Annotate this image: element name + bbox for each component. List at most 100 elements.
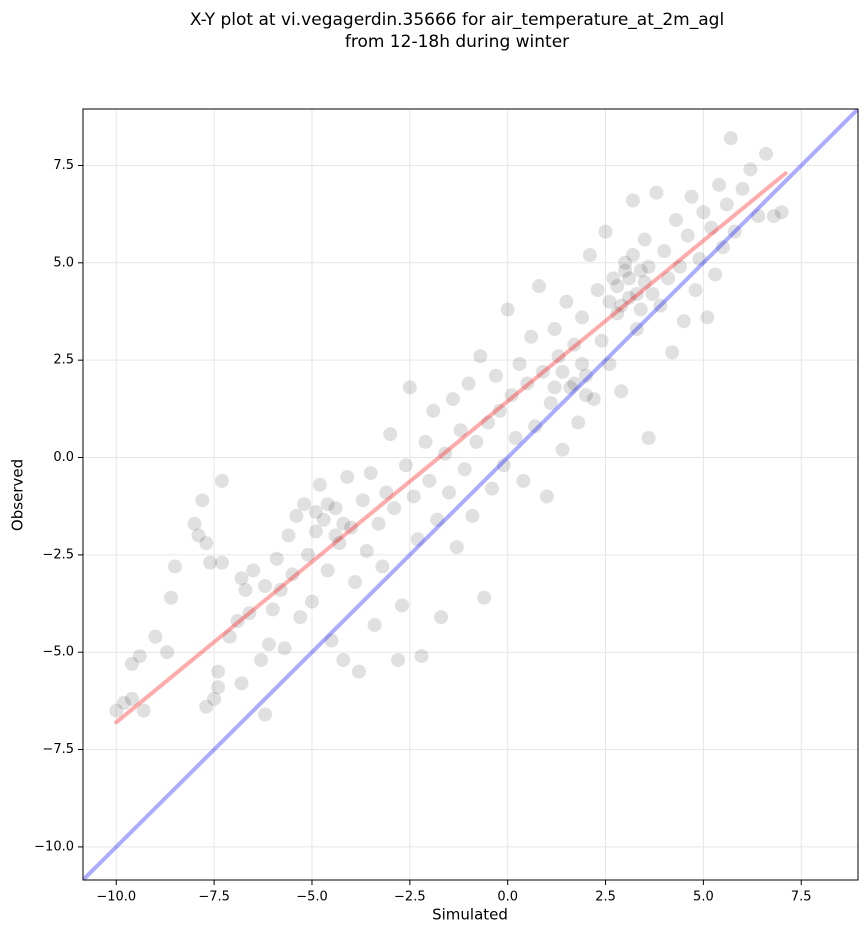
fit-line — [83, 109, 858, 880]
point — [641, 259, 656, 274]
point — [461, 376, 476, 391]
point — [199, 699, 214, 714]
point — [633, 302, 648, 317]
point — [242, 606, 257, 621]
point — [680, 228, 695, 243]
point — [328, 501, 343, 516]
point — [187, 516, 202, 531]
point — [625, 193, 640, 208]
point — [469, 434, 484, 449]
point — [723, 131, 738, 146]
x-tick-label: 2.5 — [595, 890, 616, 905]
point — [622, 271, 637, 286]
point — [398, 458, 413, 473]
point — [203, 555, 218, 570]
point — [434, 610, 449, 625]
point — [704, 220, 719, 235]
point — [547, 322, 562, 337]
point — [269, 551, 284, 566]
point — [332, 536, 347, 551]
x-tick-label: −5.0 — [296, 890, 328, 905]
point — [214, 473, 229, 488]
point — [708, 267, 723, 282]
point — [363, 466, 378, 481]
point — [672, 259, 687, 274]
point — [637, 232, 652, 247]
point — [211, 680, 226, 695]
point — [473, 349, 488, 364]
point — [445, 392, 460, 407]
point — [124, 691, 139, 706]
point — [371, 516, 386, 531]
x-tick-label: 7.5 — [791, 890, 812, 905]
point — [727, 224, 742, 239]
chart-subtitle: from 12-18h during winter — [345, 32, 569, 52]
point — [277, 641, 292, 656]
point — [344, 520, 359, 535]
point — [618, 255, 633, 270]
point — [676, 314, 691, 329]
point — [555, 442, 570, 457]
point — [285, 567, 300, 582]
point — [633, 263, 648, 278]
y-tick-label: 7.5 — [53, 158, 74, 173]
point — [109, 703, 124, 718]
point — [117, 695, 132, 710]
point — [555, 364, 570, 379]
point — [336, 652, 351, 667]
point — [567, 376, 582, 391]
fit-line — [114, 171, 788, 725]
point — [622, 290, 637, 305]
point — [696, 205, 711, 220]
point — [312, 477, 327, 492]
point — [665, 345, 680, 360]
point — [496, 458, 511, 473]
point — [214, 555, 229, 570]
point — [715, 240, 730, 255]
point — [477, 590, 492, 605]
plot-frame — [82, 108, 859, 881]
point — [418, 434, 433, 449]
point — [148, 629, 163, 644]
point — [684, 189, 699, 204]
x-tick-label: 5.0 — [693, 890, 714, 905]
point — [661, 271, 676, 286]
point — [606, 271, 621, 286]
point — [254, 652, 269, 667]
point — [289, 508, 304, 523]
point — [391, 652, 406, 667]
point — [320, 497, 335, 512]
point — [618, 263, 633, 278]
point — [324, 633, 339, 648]
point — [610, 279, 625, 294]
point — [336, 516, 351, 531]
point — [582, 248, 597, 263]
point — [528, 419, 543, 434]
chart-title: X-Y plot at vi.vegagerdin.35666 for air_… — [190, 10, 724, 30]
point — [449, 540, 464, 555]
point — [649, 185, 664, 200]
point — [211, 664, 226, 679]
point — [160, 645, 175, 660]
point — [351, 664, 366, 679]
point — [222, 629, 237, 644]
point — [524, 329, 539, 344]
point — [629, 322, 644, 337]
point — [481, 415, 496, 430]
point — [320, 563, 335, 578]
point — [629, 286, 644, 301]
x-tick-label: 0.0 — [497, 890, 518, 905]
y-tick-label: −2.5 — [42, 547, 74, 562]
point — [500, 302, 515, 317]
point — [759, 146, 774, 161]
point — [414, 649, 429, 664]
lines — [83, 109, 858, 880]
point — [422, 473, 437, 488]
point — [614, 384, 629, 399]
point — [692, 251, 707, 266]
x-tick-label: −7.5 — [198, 890, 230, 905]
point — [265, 602, 280, 617]
point — [191, 528, 206, 543]
point — [367, 617, 382, 632]
